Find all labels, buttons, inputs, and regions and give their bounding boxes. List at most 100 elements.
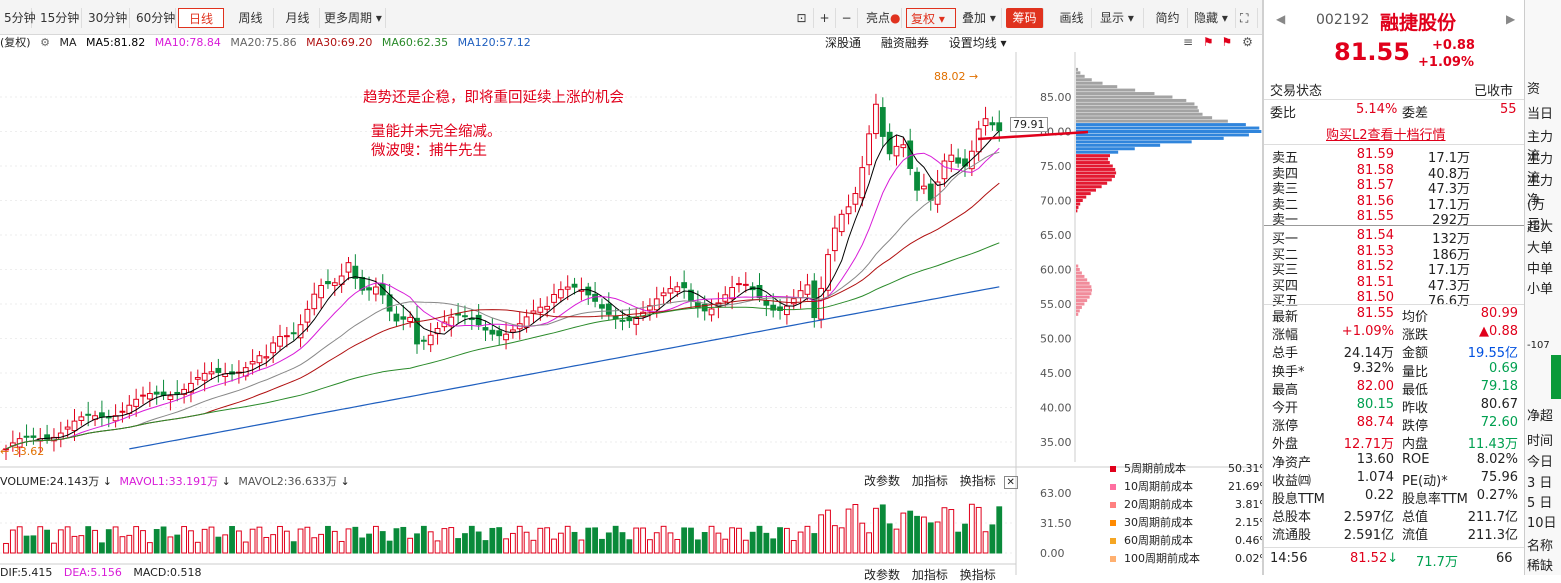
simple-button[interactable]: 简约 [1148, 8, 1188, 28]
fullscreen-icon[interactable]: ⛶ [1236, 8, 1258, 28]
hide-dropdown[interactable]: 隐藏 ▾ [1190, 8, 1236, 28]
volume-bar [688, 527, 694, 554]
candle-body [982, 118, 989, 127]
flag-icon[interactable]: ⚑ [1202, 35, 1214, 49]
macd-header: DIF:5.415 DEA:5.156 MACD:0.518 [0, 566, 202, 579]
zoom-in-icon[interactable]: + [814, 8, 836, 28]
volume-bar [475, 531, 482, 554]
weibi-label: 委比 [1270, 106, 1297, 121]
chip-button[interactable]: 筹码 [1006, 8, 1044, 28]
fq-dropdown[interactable]: 复权 ▾ [906, 8, 956, 28]
highlight-button[interactable]: 亮点● [862, 8, 902, 28]
candle-body [44, 434, 51, 440]
period-daily[interactable]: 日线 [178, 8, 224, 28]
zoom-out-icon[interactable]: − [836, 8, 858, 28]
candle-body [804, 284, 811, 295]
kline-chart[interactable]: 85.0080.0075.0070.0065.0060.0055.0050.00… [0, 52, 1262, 575]
draw-line-button[interactable]: 画线 [1052, 8, 1092, 28]
more-periods-dropdown[interactable]: 更多周期 ▾ [320, 8, 386, 28]
period-30min[interactable]: 30分钟 [84, 8, 130, 28]
display-dropdown[interactable]: 显示 ▾ [1096, 8, 1144, 28]
candle-body [893, 145, 900, 157]
hk-connect-link[interactable]: 深股通 [825, 36, 862, 50]
volume-bar [194, 541, 201, 554]
volume-bar [99, 542, 105, 554]
candle-body [557, 289, 564, 299]
fund-flow-item: 净超 [1527, 409, 1554, 424]
sell-level-volume: 17.1万 [1428, 151, 1470, 166]
candle-body [818, 287, 825, 320]
volume-bar [715, 532, 722, 554]
sell-level-label: 卖二 [1272, 197, 1299, 213]
volume-bar [667, 532, 674, 554]
dea-value: DEA:5.156 [63, 566, 122, 579]
margin-trading-link[interactable]: 融资融券 [880, 36, 929, 50]
period-5min[interactable]: 5分钟 [0, 8, 36, 28]
list-icon[interactable]: ≡ [1183, 35, 1194, 49]
period-monthly[interactable]: 月线 [276, 8, 320, 28]
period-60min[interactable]: 60分钟 [132, 8, 176, 28]
ma-settings-link[interactable]: 设置均线 [948, 36, 997, 50]
sell-level-label: 卖一 [1272, 213, 1299, 228]
volume-bar [256, 526, 263, 554]
prev-stock-icon[interactable]: ◀ [1276, 12, 1286, 26]
stat-label: 股息率TTM [1402, 492, 1468, 507]
candle-body [270, 342, 277, 354]
volume-bar [564, 525, 571, 554]
lock-icon[interactable]: ⊡ [790, 8, 814, 28]
ma10-value: MA10:78.84 [154, 36, 221, 49]
volume-bar [140, 530, 146, 554]
fund-flow-item: 今日 [1527, 455, 1554, 470]
candle-body [119, 410, 126, 413]
chip-bar [1076, 150, 1119, 154]
fund-flow-item: 5 日 [1527, 496, 1553, 511]
vol-add-indicator[interactable]: 加指标 [911, 474, 948, 488]
macd-edit-params[interactable]: 改参数 [864, 568, 901, 582]
settings-icon[interactable]: ⚙ [1242, 35, 1253, 49]
cost-legend-label: 60周期前成本 [1124, 534, 1193, 547]
stat-label: 股息TTM [1272, 492, 1325, 507]
volume-bar [468, 525, 475, 554]
period-weekly[interactable]: 周线 [228, 8, 274, 28]
candle-body [153, 391, 160, 395]
volume-bar [886, 523, 893, 554]
flag2-icon[interactable]: ⚑ [1221, 35, 1233, 49]
overlay-dropdown[interactable]: 叠加 ▾ [958, 8, 1002, 28]
vol-change-indicator[interactable]: 换指标 [959, 474, 996, 488]
volume-bar [30, 535, 37, 554]
buy-level-volume: 17.1万 [1428, 263, 1470, 278]
fund-flow-item: 主力流 [1527, 130, 1554, 164]
volume-bar [133, 526, 140, 554]
fund-flow-item: (万元) [1527, 198, 1546, 232]
sell-level-price: 81.58 [1356, 162, 1394, 178]
chip-bar [1076, 164, 1113, 168]
vol-edit-params[interactable]: 改参数 [864, 474, 901, 488]
macd-add-indicator[interactable]: 加指标 [911, 568, 948, 582]
volume-bar [318, 533, 325, 554]
candle-body [955, 157, 962, 164]
volume-bar [16, 526, 23, 554]
display-label: 显示 [1100, 11, 1125, 25]
ma-links: 深股通 融资融券 设置均线 ▾ [825, 36, 1007, 50]
cost-legend-swatch [1110, 484, 1116, 490]
settings-gear-icon[interactable]: ⚙ [40, 36, 50, 49]
vol-tick-label: 31.50 [1040, 517, 1072, 530]
candle-body [523, 316, 530, 328]
macd-change-indicator[interactable]: 换指标 [959, 568, 996, 582]
volume-bar [57, 529, 64, 554]
period-15min[interactable]: 15分钟 [36, 8, 82, 28]
volume-bar [907, 510, 914, 554]
l2-link[interactable]: 购买L2查看十档行情 [1326, 128, 1446, 143]
volume-bar [557, 532, 564, 554]
next-stock-icon[interactable]: ▶ [1506, 12, 1516, 26]
cost-legend-row: 10周期前成本 21.69% [1110, 478, 1270, 496]
candle-body [592, 293, 599, 302]
chip-bar [1076, 202, 1081, 206]
volume-bar [962, 523, 968, 554]
volume-bar [948, 509, 955, 554]
vol-close-icon[interactable]: ✕ [1003, 476, 1018, 489]
candle-body [612, 315, 619, 320]
volume-bar [427, 531, 434, 554]
stat-label: 外盘 [1272, 437, 1299, 453]
candle-body [921, 185, 927, 190]
